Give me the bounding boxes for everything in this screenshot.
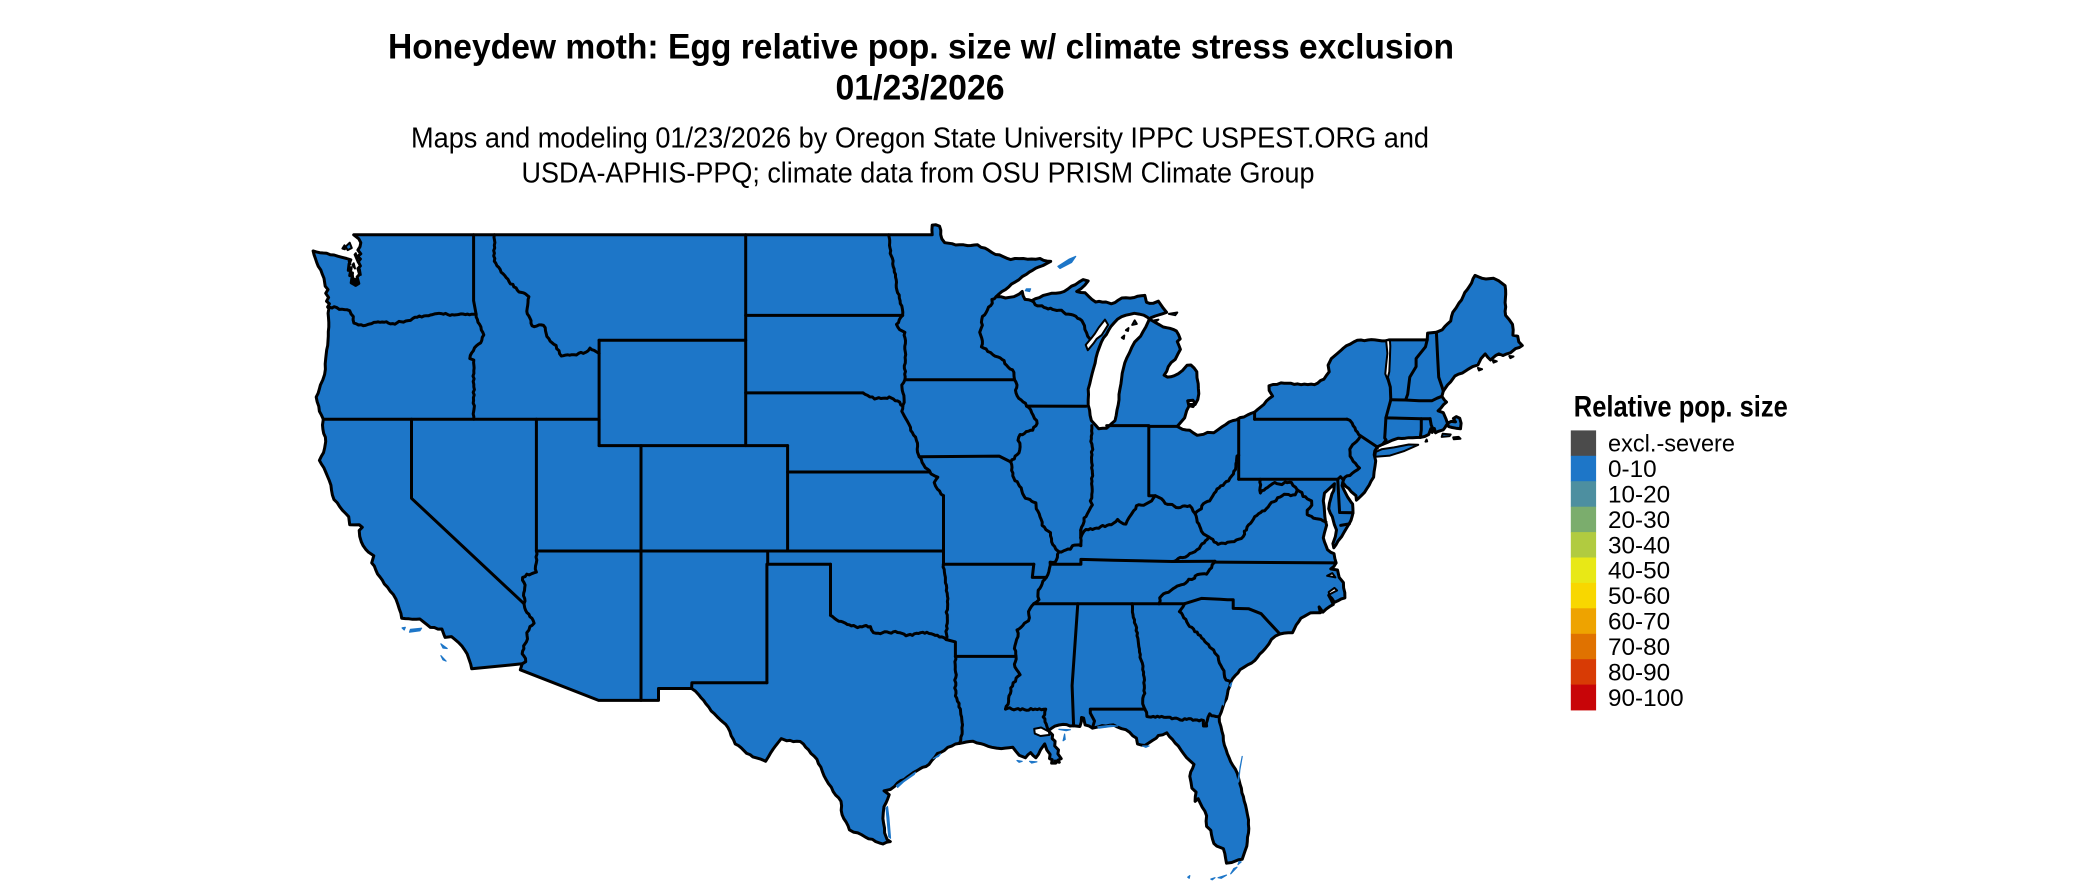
svg-text:Maps and modeling 01/23/2026 b: Maps and modeling 01/23/2026 by Oregon S… bbox=[411, 123, 1429, 155]
svg-text:70-80: 70-80 bbox=[1608, 634, 1670, 661]
svg-text:20-30: 20-30 bbox=[1608, 507, 1670, 534]
svg-text:90-100: 90-100 bbox=[1608, 685, 1684, 712]
svg-text:0-10: 0-10 bbox=[1608, 456, 1657, 483]
svg-text:40-50: 40-50 bbox=[1608, 558, 1670, 585]
svg-text:10-20: 10-20 bbox=[1608, 481, 1670, 508]
svg-text:80-90: 80-90 bbox=[1608, 659, 1670, 686]
svg-text:Honeydew moth: Egg relative po: Honeydew moth: Egg relative pop. size w/… bbox=[388, 27, 1454, 66]
svg-text:01/23/2026: 01/23/2026 bbox=[836, 69, 1005, 108]
svg-text:Relative pop. size: Relative pop. size bbox=[1574, 390, 1788, 423]
svg-text:60-70: 60-70 bbox=[1608, 609, 1670, 636]
svg-text:30-40: 30-40 bbox=[1608, 532, 1670, 559]
svg-text:50-60: 50-60 bbox=[1608, 583, 1670, 610]
svg-text:USDA-APHIS-PPQ; climate data f: USDA-APHIS-PPQ; climate data from OSU PR… bbox=[522, 158, 1315, 190]
svg-text:excl.-severe: excl.-severe bbox=[1608, 431, 1735, 458]
